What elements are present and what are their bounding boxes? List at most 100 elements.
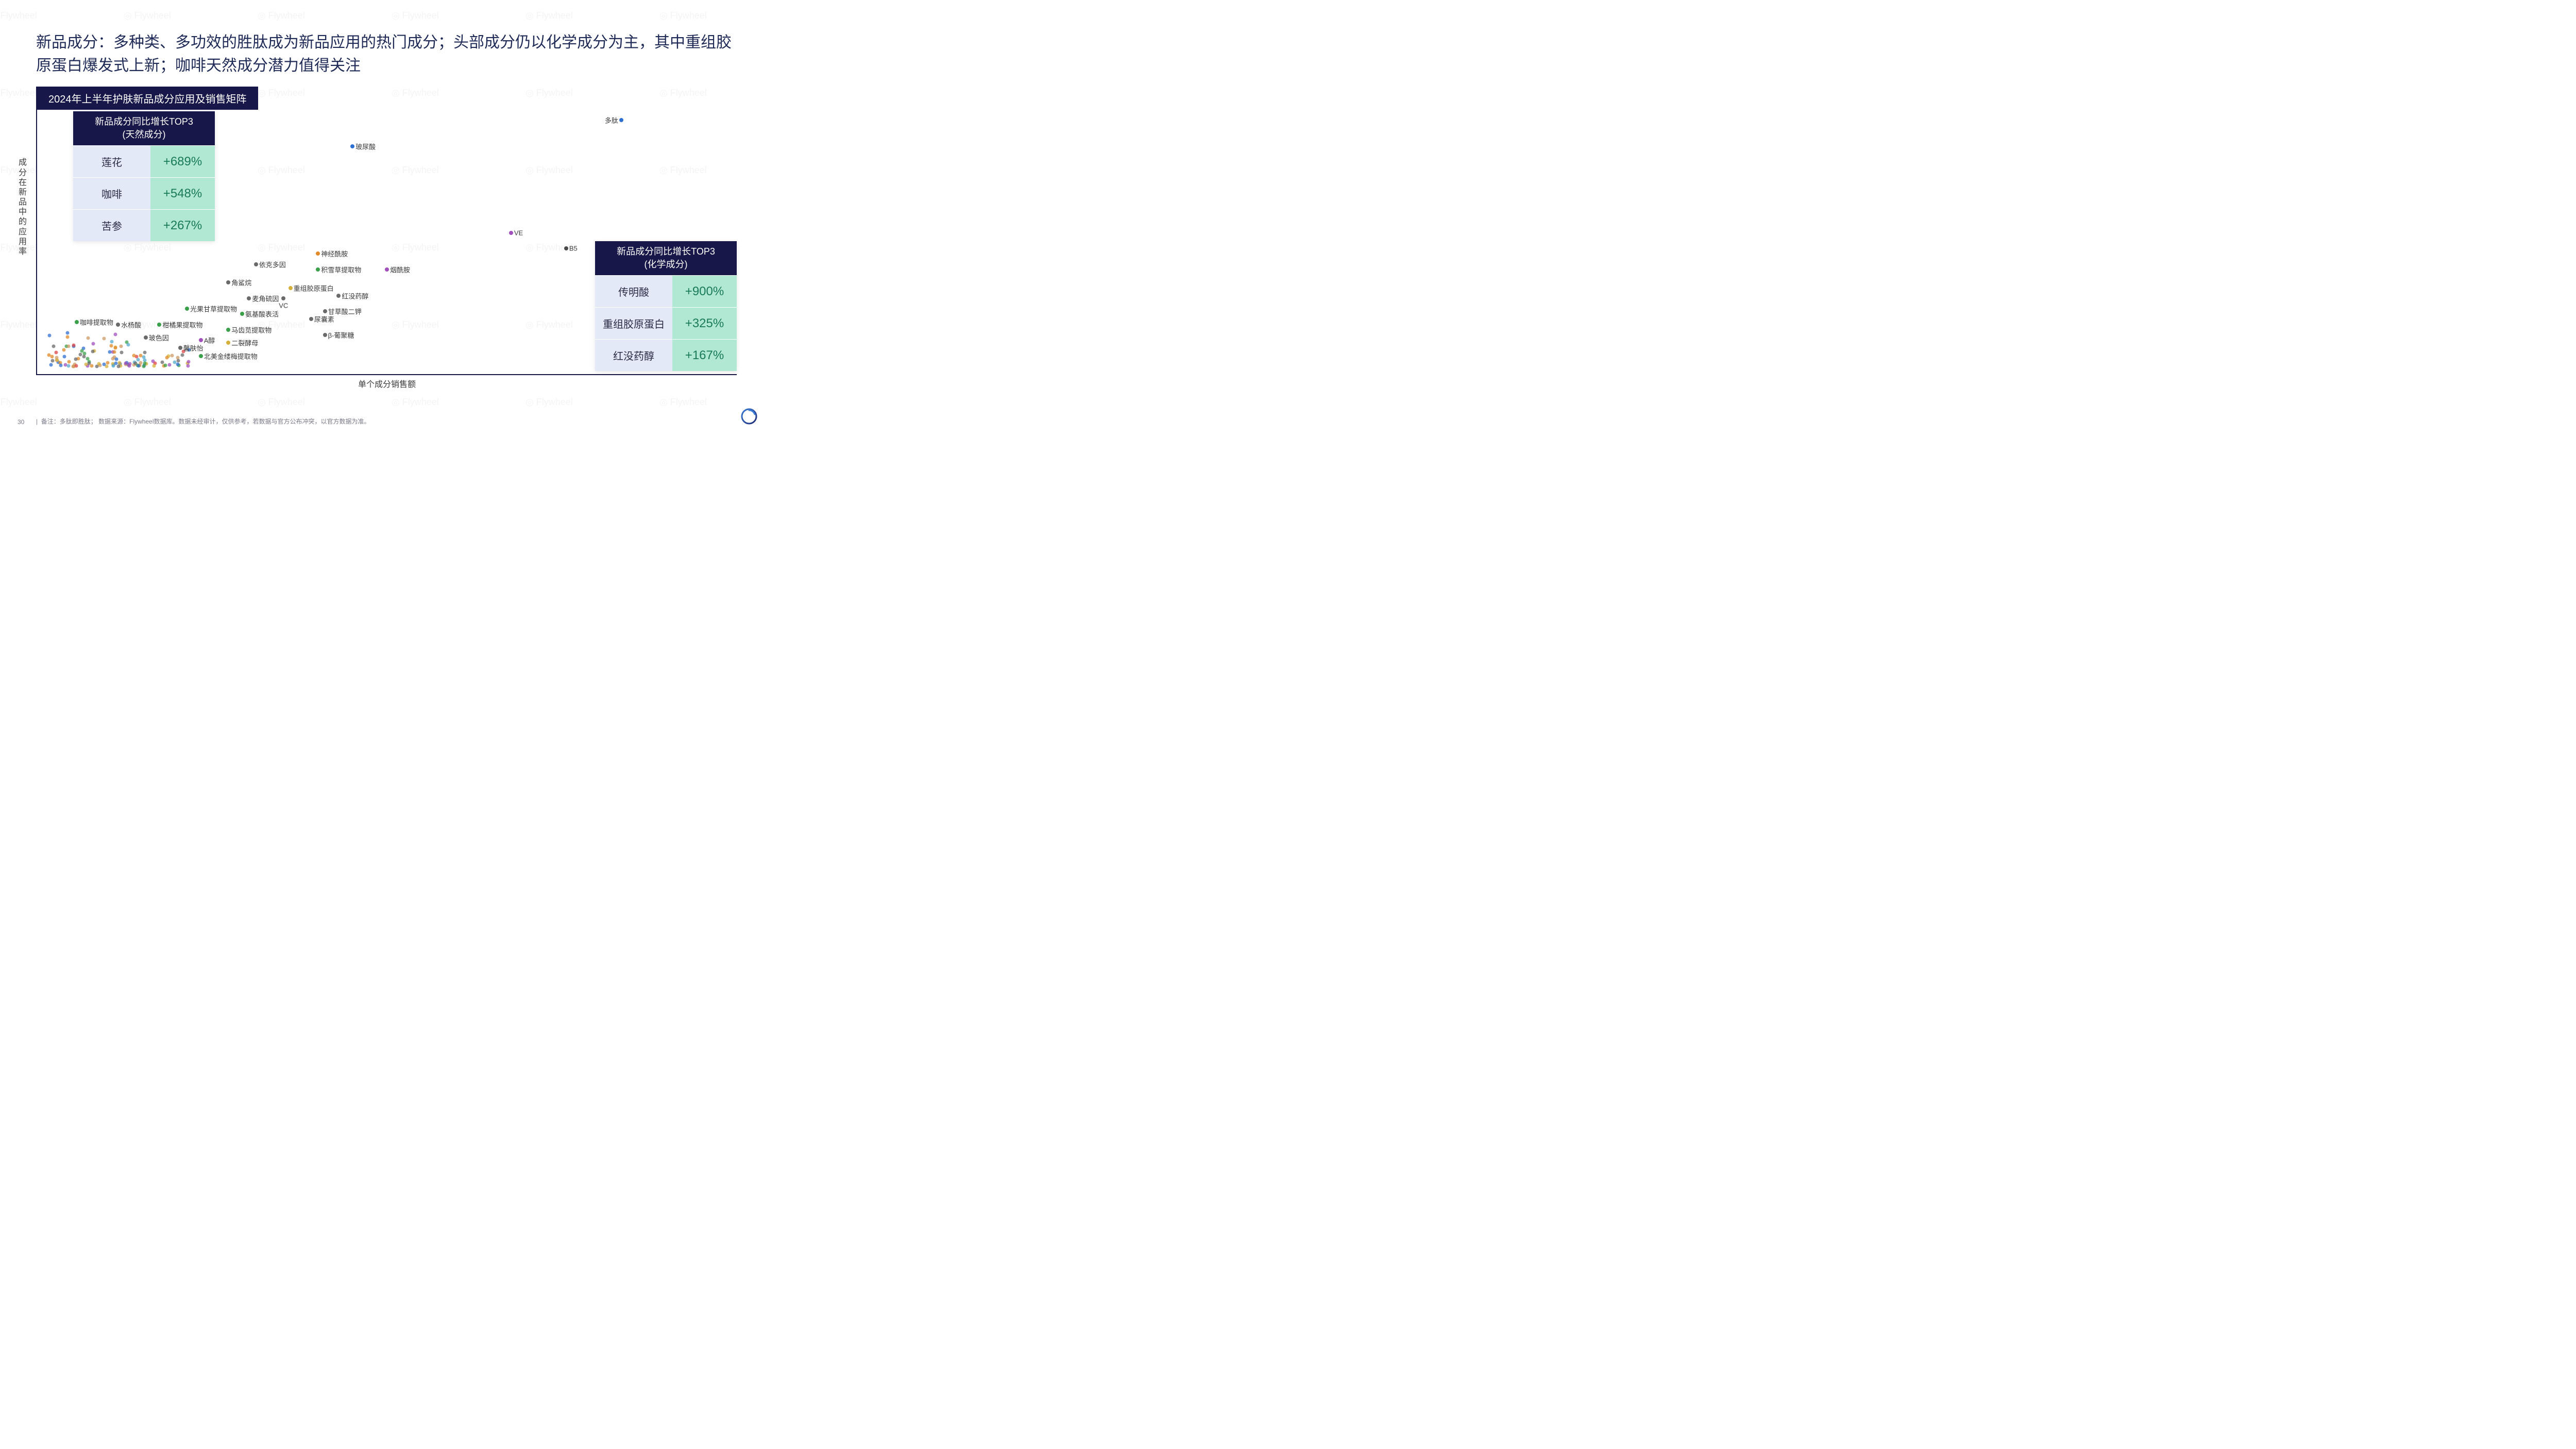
scatter-point-label: 咖啡提取物 xyxy=(80,317,113,327)
scatter-point-labeled xyxy=(75,320,79,324)
scatter-point-labeled xyxy=(564,246,568,250)
footnote: | 备注：多肽即胜肽； 数据来源：Flywheel数据库。数据未经审计，仅供参考… xyxy=(36,417,370,426)
scatter-point xyxy=(115,357,118,361)
top3-chem-value: +900% xyxy=(672,276,737,307)
scatter-point-labeled xyxy=(619,118,623,122)
top3-chem-title1: 新品成分同比增长TOP3 xyxy=(597,245,735,258)
scatter-point-labeled xyxy=(185,307,189,311)
scatter-point-labeled xyxy=(226,280,230,284)
scatter-point xyxy=(173,361,177,364)
scatter-point xyxy=(63,355,66,358)
top3-chem-value: +167% xyxy=(672,340,737,371)
scatter-point xyxy=(165,356,169,359)
scatter-point xyxy=(133,361,137,365)
scatter-point xyxy=(72,364,75,368)
scatter-point-label: 积雪草提取物 xyxy=(321,264,361,274)
scatter-point xyxy=(91,350,95,353)
top3-chem-head: 新品成分同比增长TOP3 (化学成分) xyxy=(595,241,737,275)
scatter-point xyxy=(66,364,70,368)
scatter-point xyxy=(137,358,140,362)
scatter-point xyxy=(167,363,171,366)
top3-natural-value: +689% xyxy=(150,146,215,177)
scatter-point xyxy=(54,350,58,354)
scatter-point xyxy=(137,364,141,368)
top3-chem-row: 重组胶原蛋白+325% xyxy=(595,307,737,339)
scatter-point xyxy=(84,363,88,366)
scatter-point xyxy=(72,344,76,347)
top3-natural-title1: 新品成分同比增长TOP3 xyxy=(75,115,213,128)
top3-natural-head: 新品成分同比增长TOP3 (天然成分) xyxy=(73,111,215,145)
scatter-point-label: 光果甘草提取物 xyxy=(190,304,237,314)
scatter-point-labeled xyxy=(199,354,203,358)
scatter-point xyxy=(120,345,123,348)
scatter-point-label: 氨基酸表活 xyxy=(245,309,279,319)
scatter-point xyxy=(143,350,147,354)
top3-natural-name: 咖啡 xyxy=(73,178,150,209)
scatter-point-label: 柑橘果提取物 xyxy=(162,319,202,329)
scatter-point-labeled xyxy=(178,346,182,350)
scatter-point xyxy=(102,337,106,341)
scatter-point-labeled xyxy=(323,333,327,337)
scatter-point xyxy=(59,363,63,367)
scatter-point-label: 烟酰胺 xyxy=(390,264,410,274)
scatter-point xyxy=(51,359,55,363)
chart-container: 2024年上半年护肤新品成分应用及销售矩阵 成分在新品中的应用率 单个成分销售额… xyxy=(36,87,737,375)
scatter-point xyxy=(110,340,113,344)
scatter-point xyxy=(111,357,114,361)
scatter-point xyxy=(186,364,190,368)
scatter-point-labeled xyxy=(199,338,203,342)
flywheel-logo-icon xyxy=(741,408,757,425)
scatter-point xyxy=(114,333,117,336)
scatter-point xyxy=(111,364,115,368)
top3-natural-value: +267% xyxy=(150,210,215,241)
scatter-point xyxy=(180,353,184,357)
scatter-point xyxy=(92,342,95,345)
top3-chem-row: 红没药醇+167% xyxy=(595,339,737,371)
scatter-point xyxy=(87,336,90,340)
top3-chem-row: 传明酸+900% xyxy=(595,275,737,307)
scatter-point xyxy=(67,345,71,348)
scatter-point xyxy=(50,355,54,359)
scatter-point-labeled xyxy=(240,312,244,316)
scatter-point-labeled xyxy=(247,296,251,300)
scatter-point xyxy=(160,361,164,364)
scatter-point-label: 尿囊素 xyxy=(314,314,334,324)
scatter-point-labeled xyxy=(309,317,313,321)
scatter-point xyxy=(187,360,190,364)
top3-chem-value: +325% xyxy=(672,308,737,339)
scatter-point-label: 二裂酵母 xyxy=(231,338,258,348)
scatter-point xyxy=(78,352,82,356)
scatter-point-label: 马齿苋提取物 xyxy=(231,325,272,334)
scatter-point-labeled xyxy=(385,267,389,272)
scatter-point xyxy=(176,359,180,362)
scatter-point xyxy=(113,346,117,349)
scatter-point-label: VC xyxy=(279,301,288,309)
scatter-point-label: 依克多因 xyxy=(259,259,286,269)
scatter-point-labeled xyxy=(336,294,341,298)
top3-natural-name: 苦参 xyxy=(73,210,150,241)
top3-natural-row: 苦参+267% xyxy=(73,209,215,241)
page-number: 30 xyxy=(18,418,24,426)
scatter-point xyxy=(139,361,142,365)
scatter-point-labeled xyxy=(350,144,354,148)
scatter-point-label: 玻色因 xyxy=(149,333,169,343)
scatter-point-labeled xyxy=(116,323,120,327)
scatter-point-labeled xyxy=(254,262,258,266)
top3-natural-title2: (天然成分) xyxy=(75,128,213,141)
scatter-point-label: 麦角硫因 xyxy=(252,293,279,303)
scatter-point-label: A醇 xyxy=(204,335,215,345)
scatter-point xyxy=(82,355,86,358)
chart-banner: 2024年上半年护肤新品成分应用及销售矩阵 xyxy=(37,87,258,110)
scatter-point-labeled xyxy=(323,309,327,313)
scatter-point xyxy=(90,364,94,367)
top3-natural-box: 新品成分同比增长TOP3 (天然成分) 莲花+689%咖啡+548%苦参+267… xyxy=(73,111,215,241)
scatter-point xyxy=(124,362,127,365)
scatter-point-label: VE xyxy=(514,229,523,237)
top3-chem-box: 新品成分同比增长TOP3 (化学成分) 传明酸+900%重组胶原蛋白+325%红… xyxy=(595,241,737,371)
scatter-point xyxy=(163,364,167,367)
scatter-point-label: 角鲨烷 xyxy=(231,278,251,288)
scatter-point xyxy=(62,348,66,352)
scatter-point xyxy=(80,349,84,353)
scatter-point-labeled xyxy=(281,296,285,300)
scatter-point xyxy=(103,363,106,366)
